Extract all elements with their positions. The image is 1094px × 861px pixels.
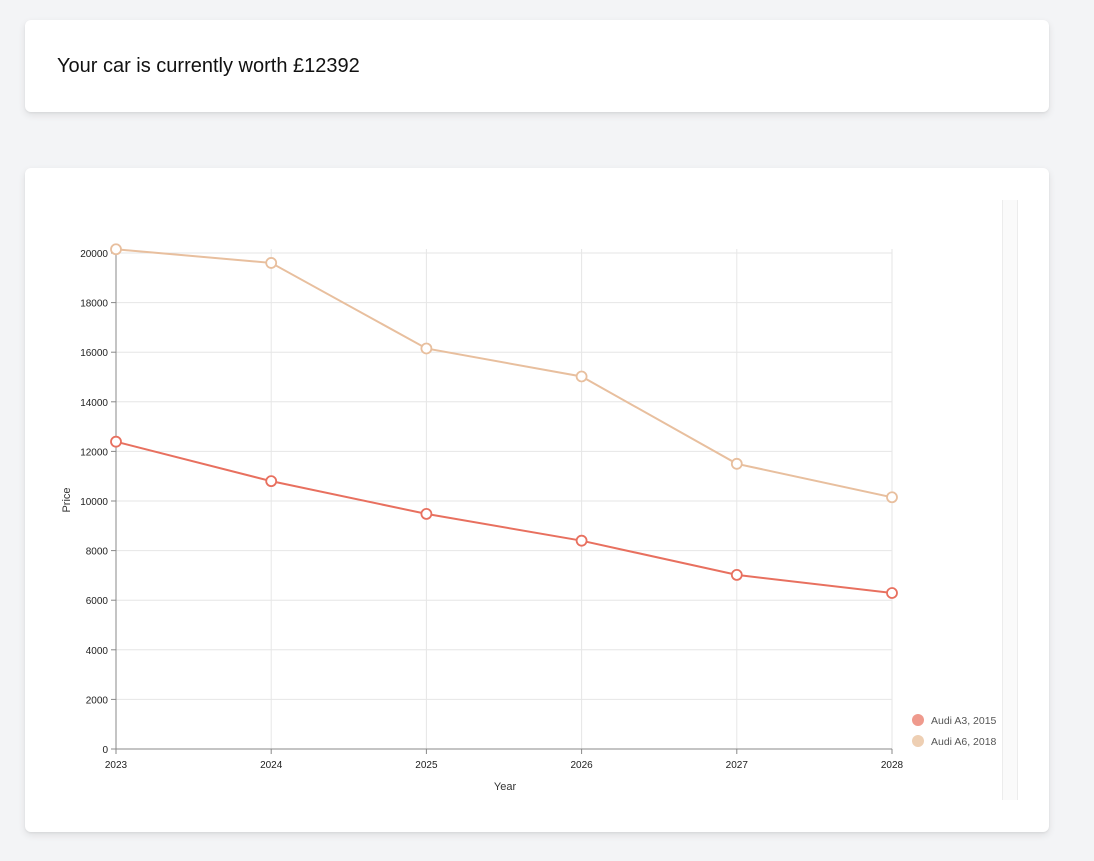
y-tick-label: 8000 <box>86 547 109 558</box>
x-tick-label: 2024 <box>260 760 283 771</box>
legend: Audi A3, 2015 Audi A6, 2018 <box>912 714 997 748</box>
series-line <box>115 248 893 499</box>
y-tick-label: 10000 <box>80 497 108 508</box>
x-tick-label: 2027 <box>726 760 749 771</box>
data-point[interactable] <box>575 370 588 383</box>
legend-swatch <box>912 735 924 747</box>
y-tick-label: 18000 <box>80 299 108 310</box>
series-line <box>115 440 893 595</box>
x-tick-label: 2025 <box>415 760 438 771</box>
y-tick-label: 4000 <box>86 646 109 657</box>
data-point[interactable] <box>730 569 743 581</box>
data-point[interactable] <box>730 457 743 470</box>
y-tick-label: 0 <box>102 745 108 756</box>
data-point[interactable] <box>420 507 433 520</box>
legend-label: Audi A3, 2015 <box>931 715 997 727</box>
data-point[interactable] <box>110 435 122 448</box>
y-tick-label: 12000 <box>80 447 108 458</box>
x-tick-label: 2026 <box>570 760 593 771</box>
data-point[interactable] <box>265 475 278 488</box>
y-tick-label: 20000 <box>80 249 108 260</box>
axes: 0 2000 4000 6000 8000 10000 12000 14000 16000 180… <box>80 249 904 771</box>
worth-text: Your car is currently worth £12392 <box>57 55 360 77</box>
data-point[interactable] <box>110 243 122 256</box>
x-tick-label: 2023 <box>105 760 128 771</box>
scrollbar[interactable] <box>1002 200 1018 800</box>
y-tick-label: 14000 <box>80 398 108 409</box>
data-point[interactable] <box>420 342 433 355</box>
legend-swatch <box>912 714 924 726</box>
y-tick-label: 16000 <box>80 348 108 359</box>
grid <box>115 249 893 749</box>
y-axis-label: Price <box>61 487 73 512</box>
chart-card: 0 2000 4000 6000 8000 10000 12000 14000 16000 180… <box>25 168 1049 832</box>
x-axis-label: Year <box>494 781 517 793</box>
series-lines <box>110 243 898 599</box>
legend-label: Audi A6, 2018 <box>931 736 997 748</box>
worth-card: Your car is currently worth £12392 <box>25 20 1049 112</box>
data-point[interactable] <box>886 587 898 599</box>
x-tick-label: 2028 <box>881 760 904 771</box>
price-chart: 0 2000 4000 6000 8000 10000 12000 14000 16000 180… <box>61 243 997 793</box>
y-tick-label: 6000 <box>86 596 109 607</box>
data-point[interactable] <box>886 491 898 504</box>
data-point[interactable] <box>265 257 278 269</box>
data-point[interactable] <box>575 534 588 547</box>
y-tick-label: 2000 <box>86 695 109 706</box>
